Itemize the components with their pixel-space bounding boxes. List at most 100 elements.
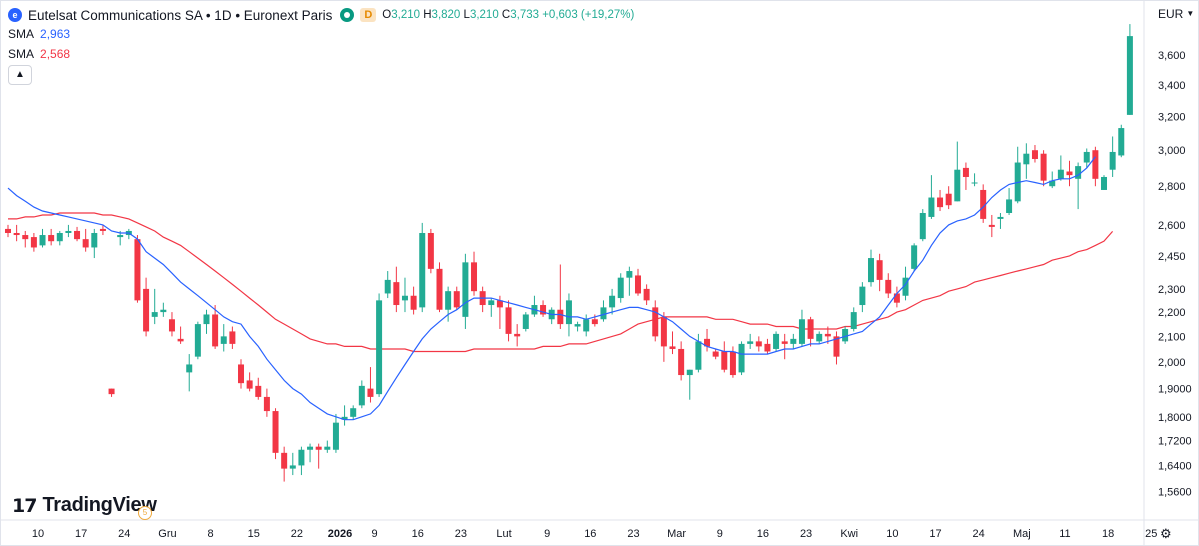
sma-fast-layer [7, 156, 1096, 421]
candle-body [686, 369, 693, 376]
time-tick-label: 9 [717, 528, 723, 540]
candle-body [39, 235, 46, 246]
tradingview-logo[interactable]: 17 TradingView 5 [12, 494, 157, 520]
candle-body [462, 262, 469, 317]
candle-body [194, 324, 201, 357]
candle-body [1057, 169, 1064, 179]
candle-body [401, 295, 408, 301]
time-tick-label: Lut [496, 528, 511, 540]
candle-body [1049, 180, 1056, 187]
candle-body [358, 385, 365, 406]
candle-body [842, 328, 849, 342]
price-tick-label: 2,000 [1158, 357, 1186, 369]
price-tick-label: 2,600 [1158, 220, 1186, 232]
symbol-title[interactable]: Eutelsat Communications SA • 1D • Eurone… [28, 7, 333, 23]
candle-body [859, 286, 866, 306]
price-tick-label: 1,6400 [1158, 460, 1192, 472]
candle-body [790, 338, 797, 344]
candle-body [755, 341, 762, 347]
candle-body [1031, 150, 1038, 159]
sma-fast-value: 2,963 [40, 27, 71, 41]
candle-body [885, 279, 892, 294]
candle-body [669, 346, 676, 349]
candle-body [453, 291, 460, 308]
candle-body [1006, 199, 1013, 213]
candle-body [565, 300, 572, 325]
sma-fast-line [7, 156, 1096, 421]
time-tick-label: 10 [32, 528, 44, 540]
price-tick-label: 1,5600 [1158, 487, 1192, 499]
time-tick-label: 16 [584, 528, 596, 540]
candle-body [350, 408, 357, 417]
candle-body [522, 314, 529, 329]
time-tick-label: Kwi [840, 528, 858, 540]
time-tick-label: Gru [158, 528, 176, 540]
chevron-up-icon: ▲ [15, 69, 25, 80]
candle-body [82, 239, 89, 248]
candle-body [600, 307, 607, 320]
time-tick-label: 11 [1059, 528, 1070, 540]
collapse-legend-button[interactable]: ▲ [8, 65, 32, 85]
candle-body [833, 336, 840, 357]
candle-body [1066, 171, 1073, 176]
symbol-header[interactable]: e Eutelsat Communications SA • 1D • Euro… [8, 6, 634, 24]
time-axis[interactable]: 10 17 24 Gru 8 15 22 2026 9 16 23 Lut 9 16 23 Mar 9 16 23 K… [32, 528, 1158, 540]
candle-body [583, 319, 590, 332]
market-open-dot-icon [340, 8, 355, 22]
candle-body [1126, 36, 1133, 115]
tradingview-wordmark: TradingView [42, 494, 157, 516]
high-value: 3,820 [431, 9, 461, 21]
price-tick-label: 2,200 [1158, 307, 1186, 319]
candle-body [652, 307, 659, 337]
currency-selector[interactable]: EUR ▼ [1152, 3, 1195, 25]
candle-body [893, 293, 900, 303]
close-label: C [501, 9, 511, 21]
candle-body [238, 364, 245, 384]
candle-body [324, 446, 331, 450]
candle-body [1101, 176, 1108, 190]
price-tick-label: 2,100 [1158, 331, 1186, 343]
chevron-down-icon: ▼ [1186, 9, 1195, 18]
candle-body [937, 197, 944, 208]
candle-body [108, 388, 115, 395]
currency-label: EUR [1158, 7, 1184, 21]
candle-body [229, 331, 236, 344]
candle-body [574, 324, 581, 327]
candle-body [729, 351, 736, 376]
candle-body [74, 230, 81, 240]
time-tick-label: 23 [800, 528, 812, 540]
time-tick-label: 16 [757, 528, 769, 540]
sma-fast-label: SMA [8, 27, 35, 41]
candle-body [384, 279, 391, 294]
time-tick-label: 24 [118, 528, 130, 540]
candle-body [48, 235, 55, 242]
candle-body [704, 338, 711, 347]
candle-body [911, 245, 918, 269]
gear-icon[interactable]: ⚙ [1160, 526, 1172, 541]
candle-body [721, 351, 728, 370]
price-tick-label: 2,800 [1158, 181, 1186, 193]
sma-fast-legend[interactable]: SMA 2,963 [8, 24, 634, 44]
candle-body [505, 307, 512, 334]
candle-body [367, 388, 374, 397]
time-tick-label: 24 [973, 528, 985, 540]
price-axis[interactable]: 3,600 3,400 3,200 3,000 2,800 2,600 2,450 2,300… [1158, 50, 1192, 498]
candle-body [971, 182, 978, 184]
candle-body [1075, 166, 1082, 179]
candle-body [609, 295, 616, 308]
candle-body [471, 262, 478, 292]
open-value: 3,210 [391, 9, 421, 21]
candle-body [272, 411, 279, 453]
time-tick-label: 23 [455, 528, 467, 540]
candle-body [660, 316, 667, 347]
candle-body [816, 333, 823, 342]
candle-body [643, 288, 650, 301]
candle-body [798, 319, 805, 344]
sma-slow-legend[interactable]: SMA 2,568 [8, 44, 634, 64]
candle-body [419, 232, 426, 308]
candle-body [281, 452, 288, 469]
time-tick-label: 9 [372, 528, 378, 540]
sma-slow-line [8, 212, 1114, 353]
candle-body [919, 212, 926, 240]
